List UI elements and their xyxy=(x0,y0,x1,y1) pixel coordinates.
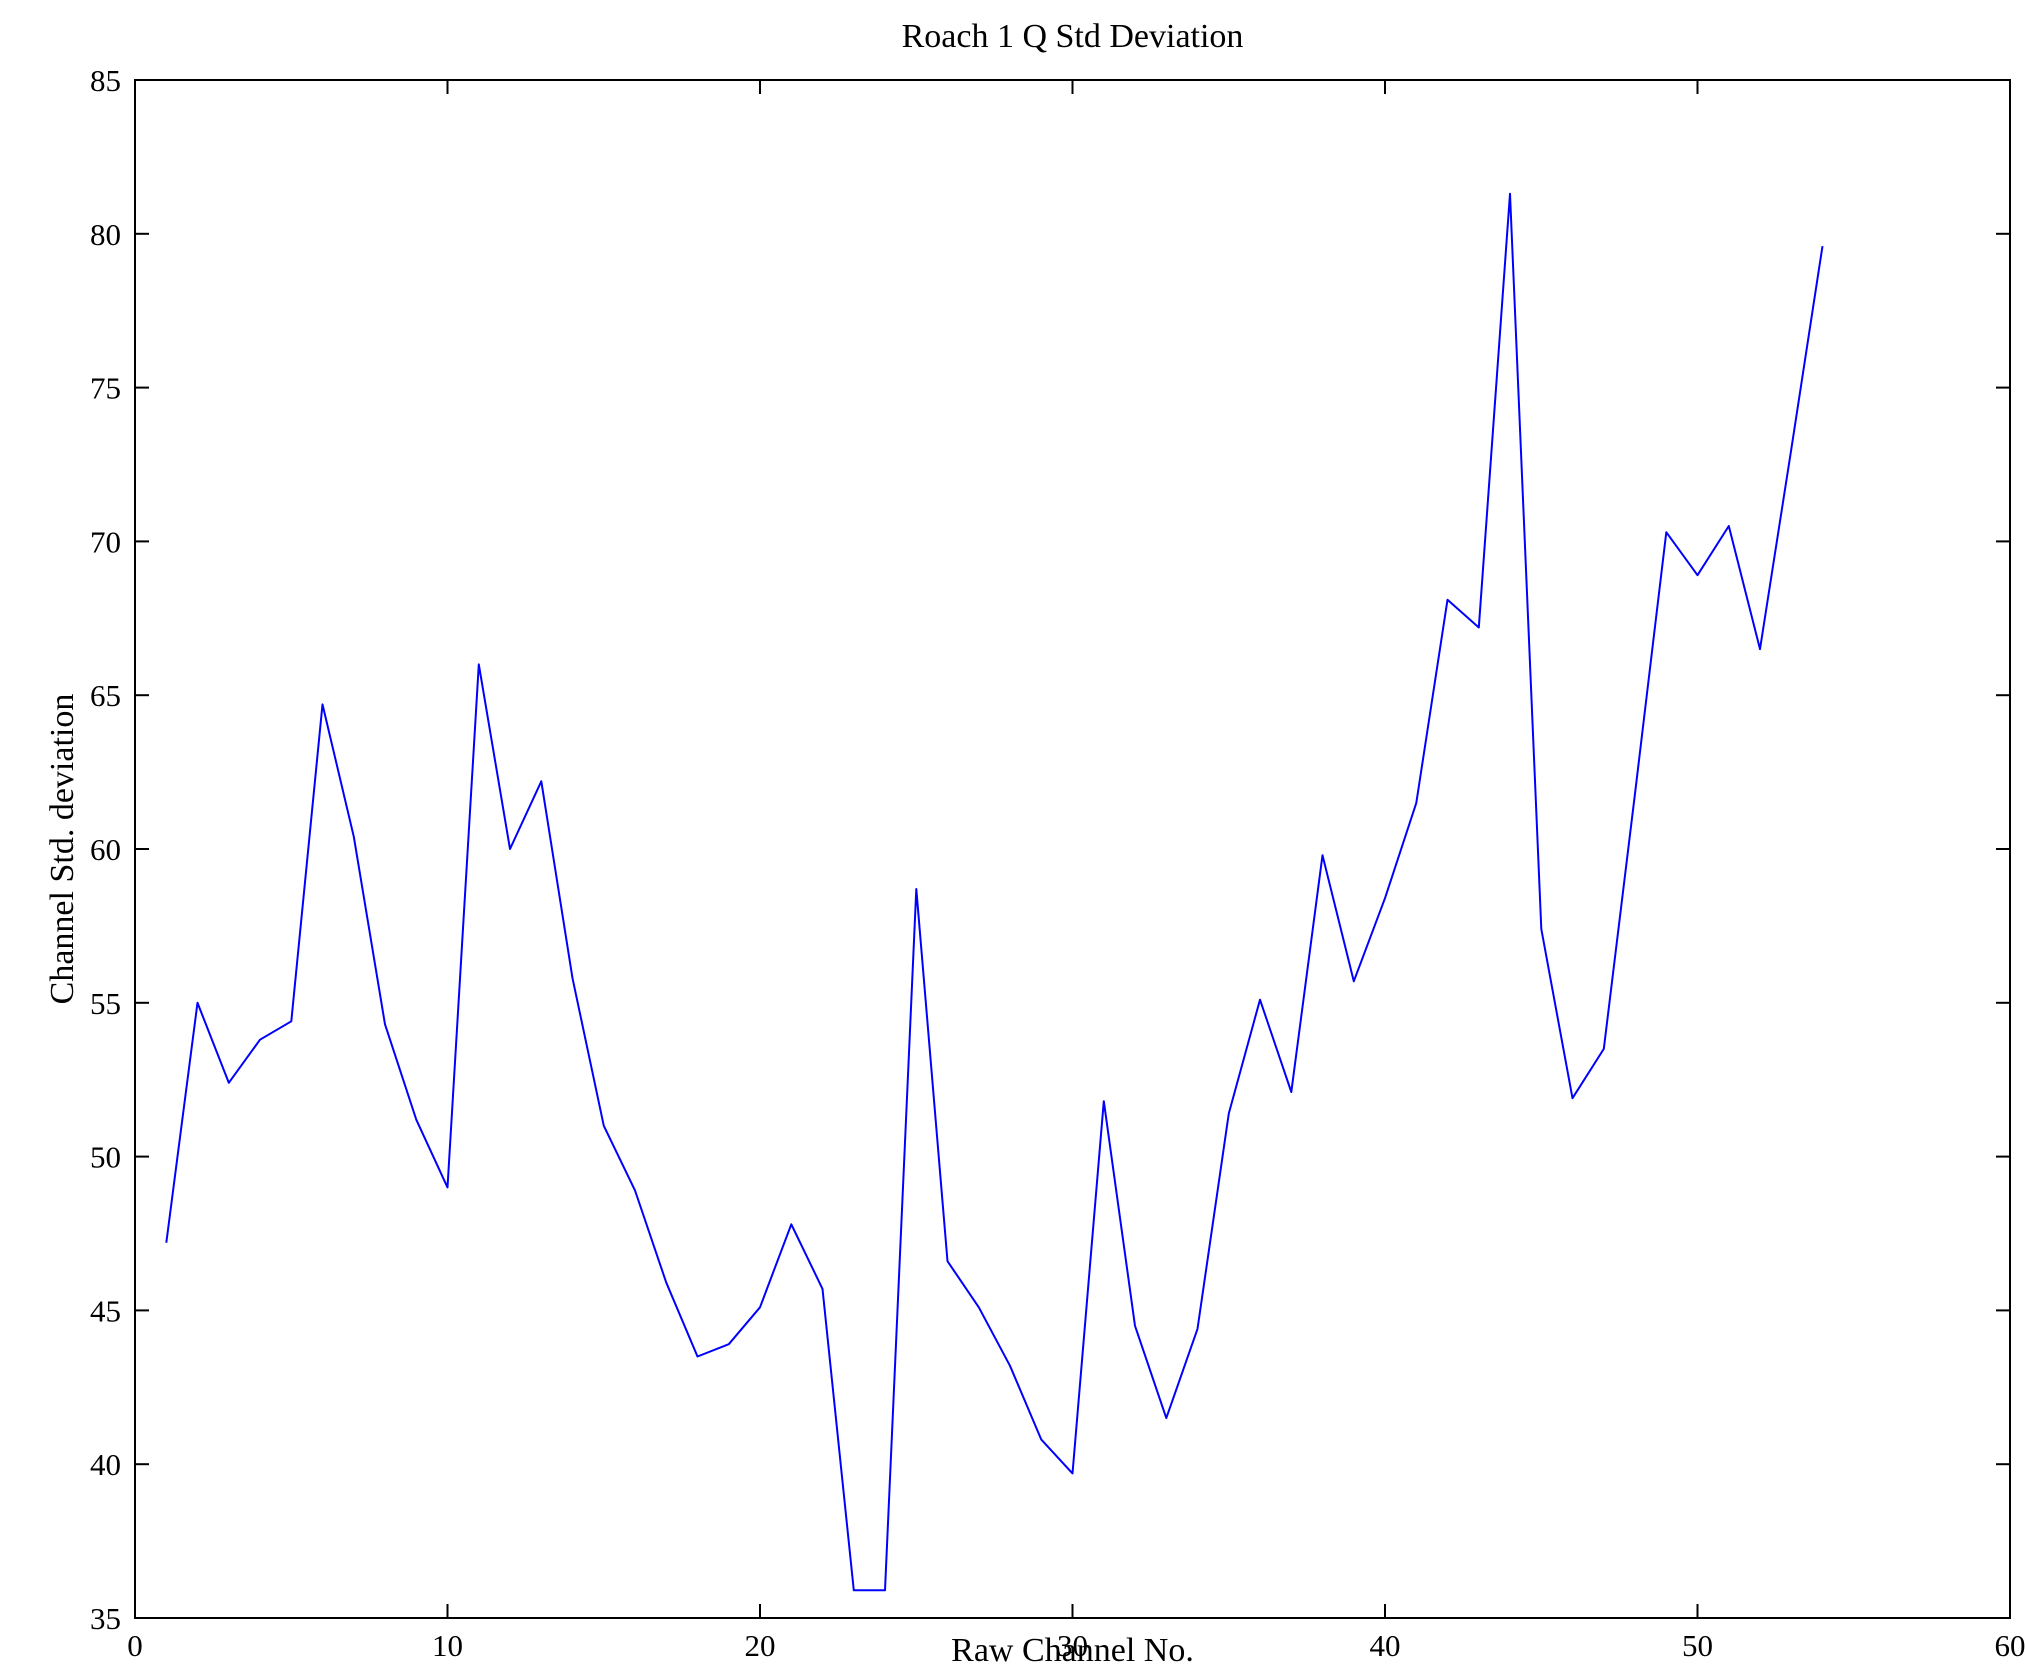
x-tick-label: 60 xyxy=(1995,1628,2025,1663)
x-tick-label: 30 xyxy=(1057,1628,1088,1663)
x-tick-label: 10 xyxy=(432,1628,463,1663)
chart-title: Roach 1 Q Std Deviation xyxy=(901,18,1244,55)
y-axis-label: Channel Std. deviation xyxy=(44,693,81,1005)
axes-box xyxy=(134,79,2011,1619)
x-axis-label: Raw Channel No. xyxy=(951,1632,1194,1669)
y-tick-label: 55 xyxy=(90,986,121,1021)
data-line xyxy=(165,192,1824,1592)
y-tick-label: 75 xyxy=(90,371,121,406)
y-tick-label: 40 xyxy=(90,1447,121,1482)
x-tick-label: 0 xyxy=(127,1628,143,1663)
y-tick-label: 85 xyxy=(90,63,121,98)
x-tick-label: 50 xyxy=(1682,1628,1713,1663)
y-tick-label: 60 xyxy=(90,832,121,867)
x-tick-label: 40 xyxy=(1370,1628,1401,1663)
y-tick-label: 45 xyxy=(90,1293,121,1328)
x-tick-label: 20 xyxy=(745,1628,776,1663)
y-tick-label: 50 xyxy=(90,1140,121,1175)
y-tick-label: 70 xyxy=(90,524,121,559)
y-tick-label: 80 xyxy=(90,217,121,252)
y-tick-label: 35 xyxy=(90,1601,121,1636)
y-tick-label: 65 xyxy=(90,678,121,713)
